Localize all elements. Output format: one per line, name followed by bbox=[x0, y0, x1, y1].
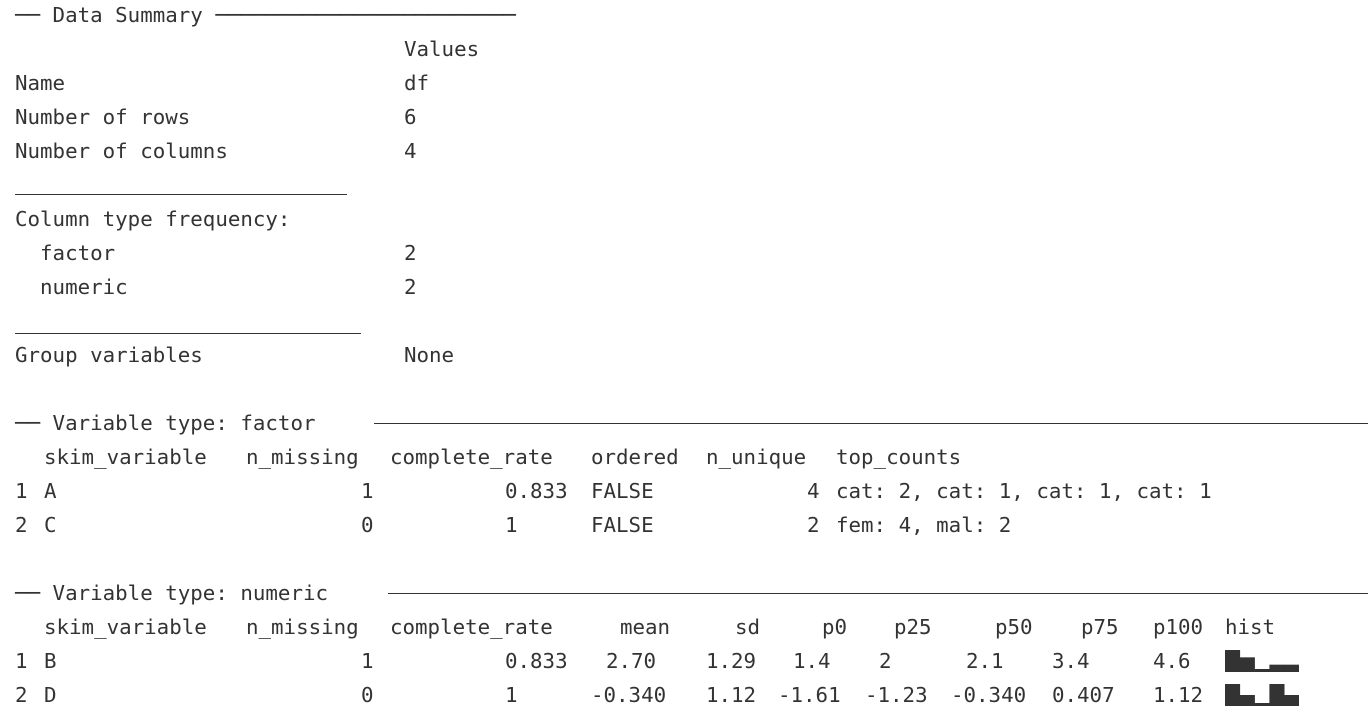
factor-row-top-counts: cat: 2, cat: 1, cat: 1, cat: 1 bbox=[836, 479, 1212, 503]
numeric-header-p100: p100 bbox=[1153, 615, 1204, 639]
numeric-row-index: 1 bbox=[15, 649, 28, 673]
group-variables-label: Group variables bbox=[15, 343, 203, 367]
numeric-row-p0: -1.61 bbox=[778, 683, 841, 707]
numeric-header-skim-variable: skim_variable bbox=[44, 615, 207, 639]
separator-rule bbox=[15, 194, 347, 195]
factor-header-top-counts: top_counts bbox=[836, 445, 962, 469]
numeric-row-histogram bbox=[1225, 684, 1299, 706]
col-type-label: numeric bbox=[15, 275, 128, 299]
factor-header-n-missing: n_missing bbox=[246, 445, 359, 469]
histogram-bar bbox=[1284, 664, 1299, 672]
histogram-bar bbox=[1254, 669, 1270, 672]
factor-header-skim-variable: skim_variable bbox=[44, 445, 207, 469]
numeric-title-rule bbox=[388, 593, 1368, 594]
numeric-row-n-missing: 1 bbox=[361, 649, 374, 673]
numeric-section-title: ── Variable type: numeric bbox=[15, 581, 329, 605]
histogram-bar bbox=[1269, 684, 1285, 706]
numeric-row-p25: 2 bbox=[879, 649, 892, 673]
histogram-sparkline bbox=[1225, 650, 1299, 672]
numeric-row-complete-rate: 0.833 bbox=[505, 649, 568, 673]
data-summary-title: ── Data Summary ──────────────────────── bbox=[15, 3, 516, 27]
numeric-row-p75: 3.4 bbox=[1052, 649, 1090, 673]
factor-row-ordered: FALSE bbox=[591, 513, 654, 537]
factor-header-n-unique: n_unique bbox=[706, 445, 807, 469]
factor-row-index: 2 bbox=[15, 513, 28, 537]
histogram-bar bbox=[1269, 664, 1285, 672]
numeric-header-mean: mean bbox=[620, 615, 671, 639]
summary-row-label: Number of rows bbox=[15, 105, 191, 129]
factor-row-complete-rate: 0.833 bbox=[505, 479, 568, 503]
summary-row-value: df bbox=[404, 71, 430, 95]
numeric-row-sd: 1.12 bbox=[706, 683, 757, 707]
values-header: Values bbox=[404, 37, 480, 61]
numeric-row-p50: -0.340 bbox=[951, 683, 1027, 707]
histogram-bar bbox=[1225, 684, 1241, 706]
numeric-row-skim-variable: D bbox=[44, 683, 57, 707]
numeric-header-n-missing: n_missing bbox=[246, 615, 359, 639]
numeric-row-complete-rate: 1 bbox=[505, 683, 518, 707]
factor-header-complete-rate: complete_rate bbox=[390, 445, 553, 469]
numeric-header-hist: hist bbox=[1225, 615, 1276, 639]
histogram-bar bbox=[1254, 703, 1270, 706]
factor-row-n-missing: 1 bbox=[361, 479, 374, 503]
numeric-row-index: 2 bbox=[15, 683, 28, 707]
numeric-row-p100: 1.12 bbox=[1153, 683, 1204, 707]
factor-section-title: ── Variable type: factor bbox=[15, 411, 316, 435]
numeric-row-histogram bbox=[1225, 650, 1299, 672]
numeric-header-p75: p75 bbox=[1081, 615, 1119, 639]
factor-row-skim-variable: C bbox=[44, 513, 57, 537]
factor-row-index: 1 bbox=[15, 479, 28, 503]
factor-row-skim-variable: A bbox=[44, 479, 57, 503]
numeric-header-p50: p50 bbox=[995, 615, 1033, 639]
numeric-header-p0: p0 bbox=[822, 615, 848, 639]
factor-row-n-unique: 4 bbox=[807, 479, 820, 503]
numeric-row-p100: 4.6 bbox=[1153, 649, 1191, 673]
numeric-row-p25: -1.23 bbox=[865, 683, 928, 707]
column-type-frequency-label: Column type frequency: bbox=[15, 207, 291, 231]
col-type-value: 2 bbox=[404, 275, 417, 299]
numeric-row-mean: -0.340 bbox=[591, 683, 667, 707]
histogram-bar bbox=[1239, 657, 1255, 672]
col-type-value: 2 bbox=[404, 241, 417, 265]
histogram-sparkline bbox=[1225, 684, 1299, 706]
numeric-row-p50: 2.1 bbox=[966, 649, 1004, 673]
factor-row-n-missing: 0 bbox=[361, 513, 374, 537]
histogram-bar bbox=[1284, 695, 1299, 706]
factor-header-ordered: ordered bbox=[591, 445, 679, 469]
col-type-label: factor bbox=[15, 241, 116, 265]
separator-rule bbox=[15, 333, 361, 334]
summary-row-value: 6 bbox=[404, 105, 417, 129]
numeric-header-p25: p25 bbox=[894, 615, 932, 639]
numeric-header-sd: sd bbox=[735, 615, 761, 639]
numeric-header-complete-rate: complete_rate bbox=[390, 615, 553, 639]
summary-row-label: Number of columns bbox=[15, 139, 228, 163]
factor-row-n-unique: 2 bbox=[807, 513, 820, 537]
factor-row-ordered: FALSE bbox=[591, 479, 654, 503]
factor-title-rule bbox=[374, 423, 1368, 424]
numeric-row-n-missing: 0 bbox=[361, 683, 374, 707]
factor-row-complete-rate: 1 bbox=[505, 513, 518, 537]
numeric-row-mean: 2.70 bbox=[606, 649, 657, 673]
numeric-row-sd: 1.29 bbox=[706, 649, 757, 673]
numeric-row-p75: 0.407 bbox=[1052, 683, 1115, 707]
numeric-row-p0: 1.4 bbox=[793, 649, 831, 673]
numeric-row-skim-variable: B bbox=[44, 649, 57, 673]
factor-row-top-counts: fem: 4, mal: 2 bbox=[836, 513, 1012, 537]
histogram-bar bbox=[1239, 695, 1255, 706]
summary-row-label: Name bbox=[15, 71, 66, 95]
histogram-bar bbox=[1225, 650, 1241, 672]
group-variables-value: None bbox=[404, 343, 455, 367]
summary-row-value: 4 bbox=[404, 139, 417, 163]
